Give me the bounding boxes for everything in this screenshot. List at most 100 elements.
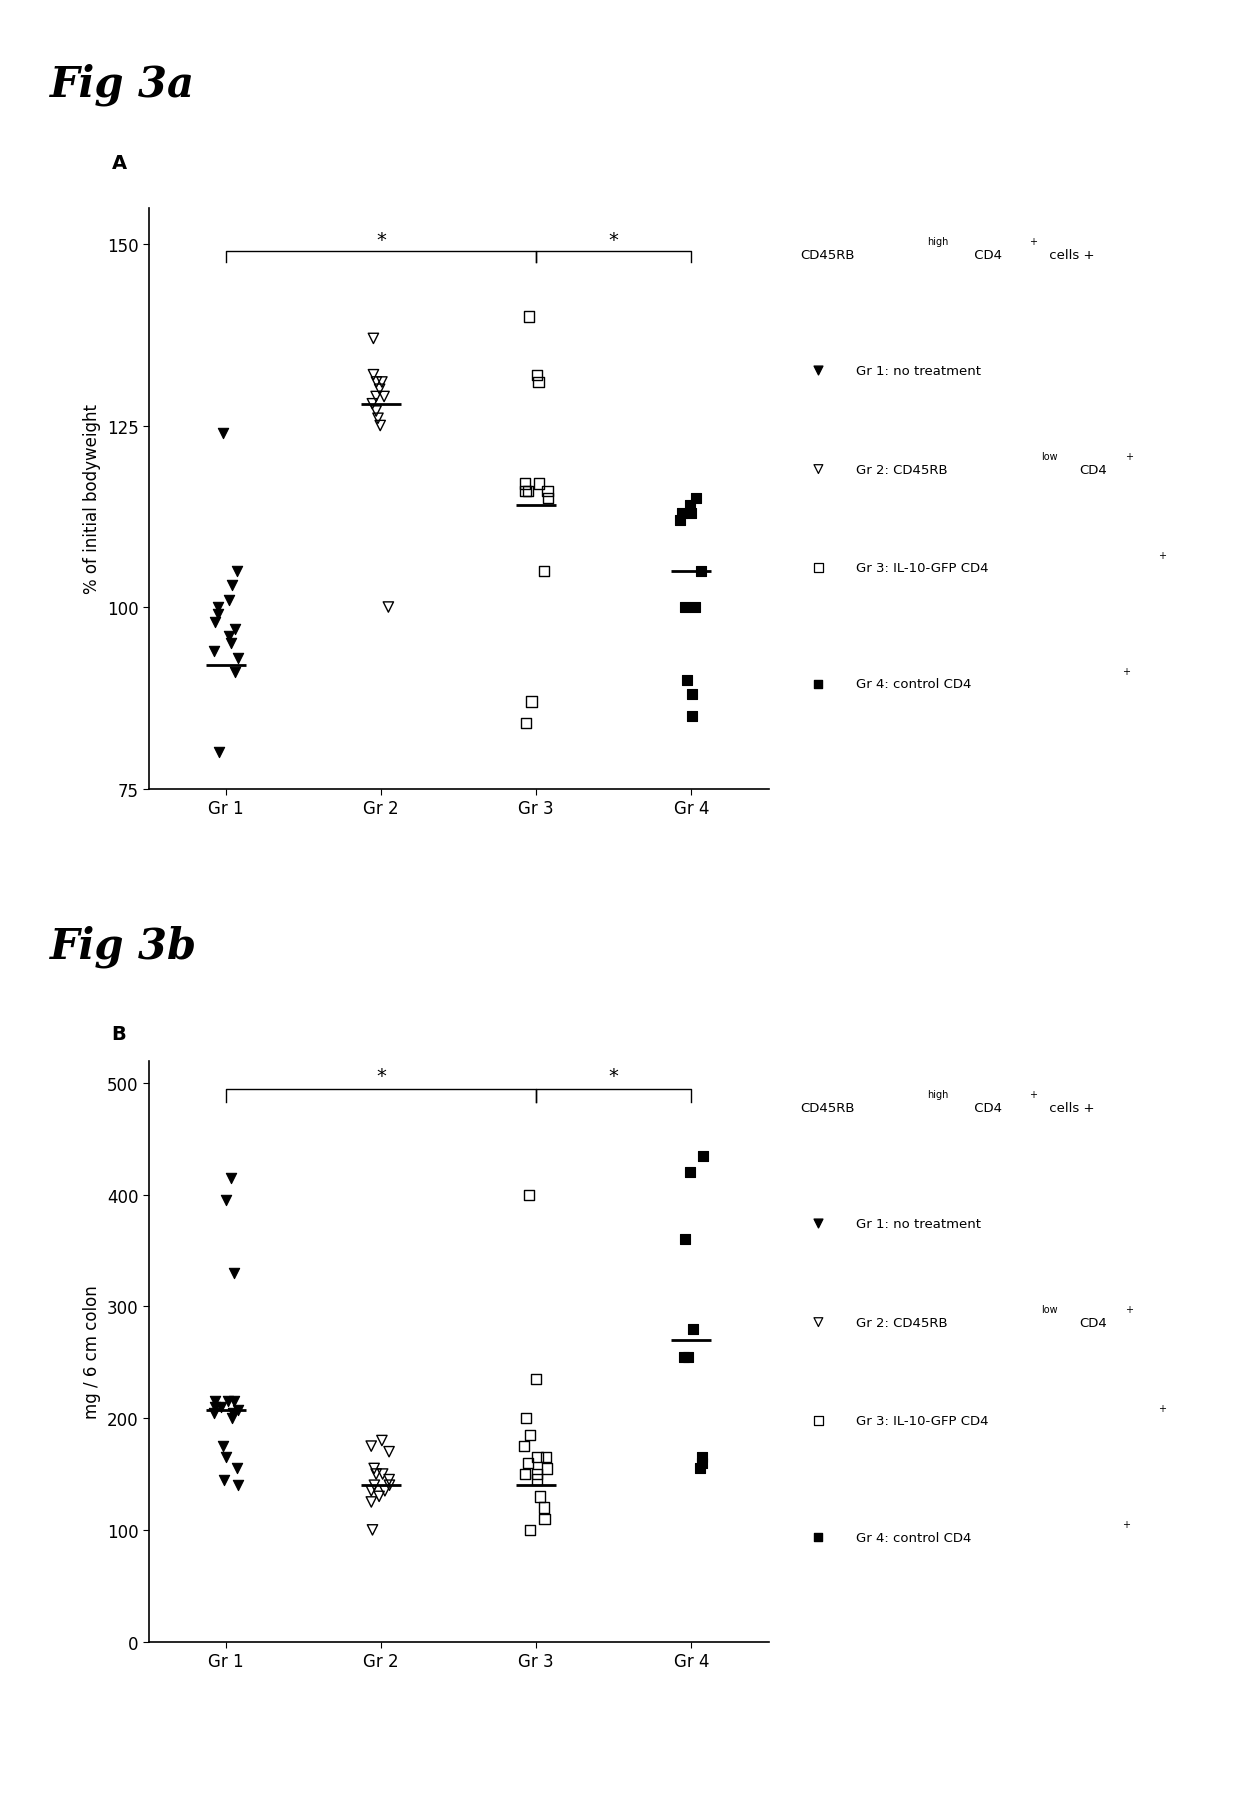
Point <box>526 1364 546 1393</box>
Point <box>518 303 538 332</box>
Point <box>228 1627 248 1656</box>
Text: *: * <box>377 230 386 250</box>
Point <box>366 383 386 412</box>
Text: +: + <box>1126 1304 1133 1315</box>
Point <box>378 593 398 622</box>
Point <box>682 1315 702 1344</box>
Point <box>515 1431 534 1460</box>
Text: low: low <box>1042 1304 1058 1315</box>
Point <box>374 1477 394 1506</box>
Point <box>366 397 386 426</box>
Point <box>692 1442 712 1471</box>
Point <box>228 644 248 673</box>
Text: +: + <box>1029 238 1037 247</box>
Text: Gr 3: IL-10-GFP CD4: Gr 3: IL-10-GFP CD4 <box>856 1415 988 1428</box>
Text: *: * <box>609 1067 619 1087</box>
Point <box>692 557 712 586</box>
Text: B: B <box>112 1025 126 1043</box>
Point <box>221 1165 241 1194</box>
Point <box>518 1449 538 1478</box>
Point <box>528 1442 548 1471</box>
Y-axis label: % of initial bodyweight: % of initial bodyweight <box>83 405 102 593</box>
Text: +: + <box>1126 452 1133 463</box>
Text: Fig 3b: Fig 3b <box>50 925 197 967</box>
Point <box>682 680 702 709</box>
Point <box>366 1460 386 1489</box>
Point <box>537 477 557 506</box>
Point <box>205 1388 224 1417</box>
Point <box>682 702 702 731</box>
Point <box>218 1388 238 1417</box>
Text: CD45RB: CD45RB <box>800 249 854 261</box>
Point <box>538 484 558 513</box>
Point <box>686 593 706 622</box>
Point <box>515 1460 534 1489</box>
Point <box>362 390 382 419</box>
Point <box>363 325 383 354</box>
Point <box>227 1455 247 1484</box>
Text: Gr 1: no treatment: Gr 1: no treatment <box>856 365 981 377</box>
Text: Fig 3a: Fig 3a <box>50 63 195 105</box>
Text: CD4: CD4 <box>1079 1315 1106 1330</box>
Point <box>536 1442 556 1471</box>
Point <box>677 666 697 695</box>
Point <box>211 1393 231 1422</box>
Point <box>365 1455 384 1484</box>
Point <box>527 361 547 390</box>
Point <box>213 1466 233 1495</box>
Text: *: * <box>377 1067 386 1087</box>
Point <box>367 368 387 397</box>
Point <box>361 1431 381 1460</box>
Point <box>208 600 228 629</box>
Point <box>370 1482 389 1511</box>
Point <box>205 637 224 666</box>
Point <box>521 1515 541 1544</box>
Point <box>379 1437 399 1466</box>
Text: Gr 1: no treatment: Gr 1: no treatment <box>856 1217 981 1230</box>
Point <box>208 593 228 622</box>
Point <box>518 477 538 506</box>
Text: CD4: CD4 <box>971 249 1002 261</box>
Text: +: + <box>1158 551 1166 561</box>
Point <box>678 1342 698 1371</box>
Point <box>228 1315 248 1344</box>
Text: +: + <box>1122 1520 1130 1529</box>
Point <box>213 419 233 448</box>
Point <box>218 586 238 615</box>
Point <box>529 1482 549 1511</box>
Point <box>379 1466 399 1495</box>
Point <box>365 1471 384 1500</box>
Point <box>219 622 239 651</box>
Point <box>372 1426 392 1455</box>
Point <box>210 738 229 767</box>
Text: CD45RB: CD45RB <box>800 1101 854 1114</box>
Point <box>534 1493 554 1522</box>
Point <box>228 1315 248 1344</box>
Point <box>224 1259 244 1288</box>
Point <box>520 1420 539 1449</box>
Point <box>371 412 391 441</box>
Text: high: high <box>926 238 949 247</box>
Text: +: + <box>1122 668 1130 677</box>
Point <box>686 484 706 513</box>
Text: cells +: cells + <box>1044 249 1094 261</box>
Point <box>692 1449 712 1478</box>
Text: Gr 3: IL-10-GFP CD4: Gr 3: IL-10-GFP CD4 <box>856 562 988 575</box>
Text: +: + <box>1029 1090 1037 1099</box>
Point <box>672 499 692 528</box>
Point <box>222 629 242 658</box>
Point <box>222 571 242 600</box>
Point <box>361 1477 381 1506</box>
Point <box>520 1181 539 1210</box>
Point <box>379 1471 399 1500</box>
Point <box>527 1466 547 1495</box>
Text: high: high <box>926 1090 949 1099</box>
Text: Gr 4: control CD4: Gr 4: control CD4 <box>856 678 971 691</box>
Point <box>228 1627 248 1656</box>
Point <box>228 1471 248 1500</box>
Point <box>228 557 248 586</box>
Text: A: A <box>112 154 126 172</box>
Text: *: * <box>609 230 619 250</box>
Point <box>216 1442 236 1471</box>
Point <box>226 615 246 644</box>
